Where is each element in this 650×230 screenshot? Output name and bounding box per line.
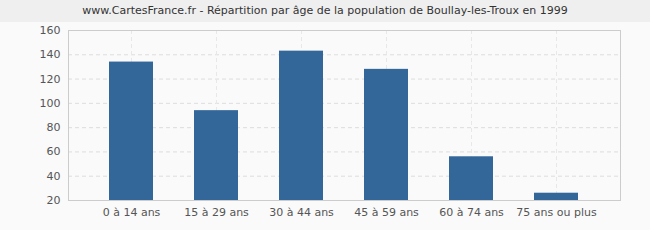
svg-text:100: 100 bbox=[40, 97, 61, 110]
svg-text:30 à 44 ans: 30 à 44 ans bbox=[269, 206, 334, 219]
svg-text:60 à 74 ans: 60 à 74 ans bbox=[439, 206, 504, 219]
svg-text:140: 140 bbox=[40, 48, 61, 61]
svg-text:45 à 59 ans: 45 à 59 ans bbox=[354, 206, 419, 219]
svg-text:160: 160 bbox=[40, 24, 61, 37]
svg-text:15 à 29 ans: 15 à 29 ans bbox=[184, 206, 249, 219]
svg-text:60: 60 bbox=[47, 145, 61, 158]
svg-text:80: 80 bbox=[47, 121, 61, 134]
html-text:www.CartesFrance.fr - Répartit: www.CartesFrance.fr - Répartition par âg… bbox=[82, 4, 568, 17]
svg-text:120: 120 bbox=[40, 73, 61, 86]
svg-text:75 ans ou plus: 75 ans ou plus bbox=[516, 206, 597, 219]
svg-text:0 à 14 ans: 0 à 14 ans bbox=[103, 206, 161, 219]
svg-text:40: 40 bbox=[47, 170, 61, 183]
svg-text:20: 20 bbox=[47, 194, 61, 207]
